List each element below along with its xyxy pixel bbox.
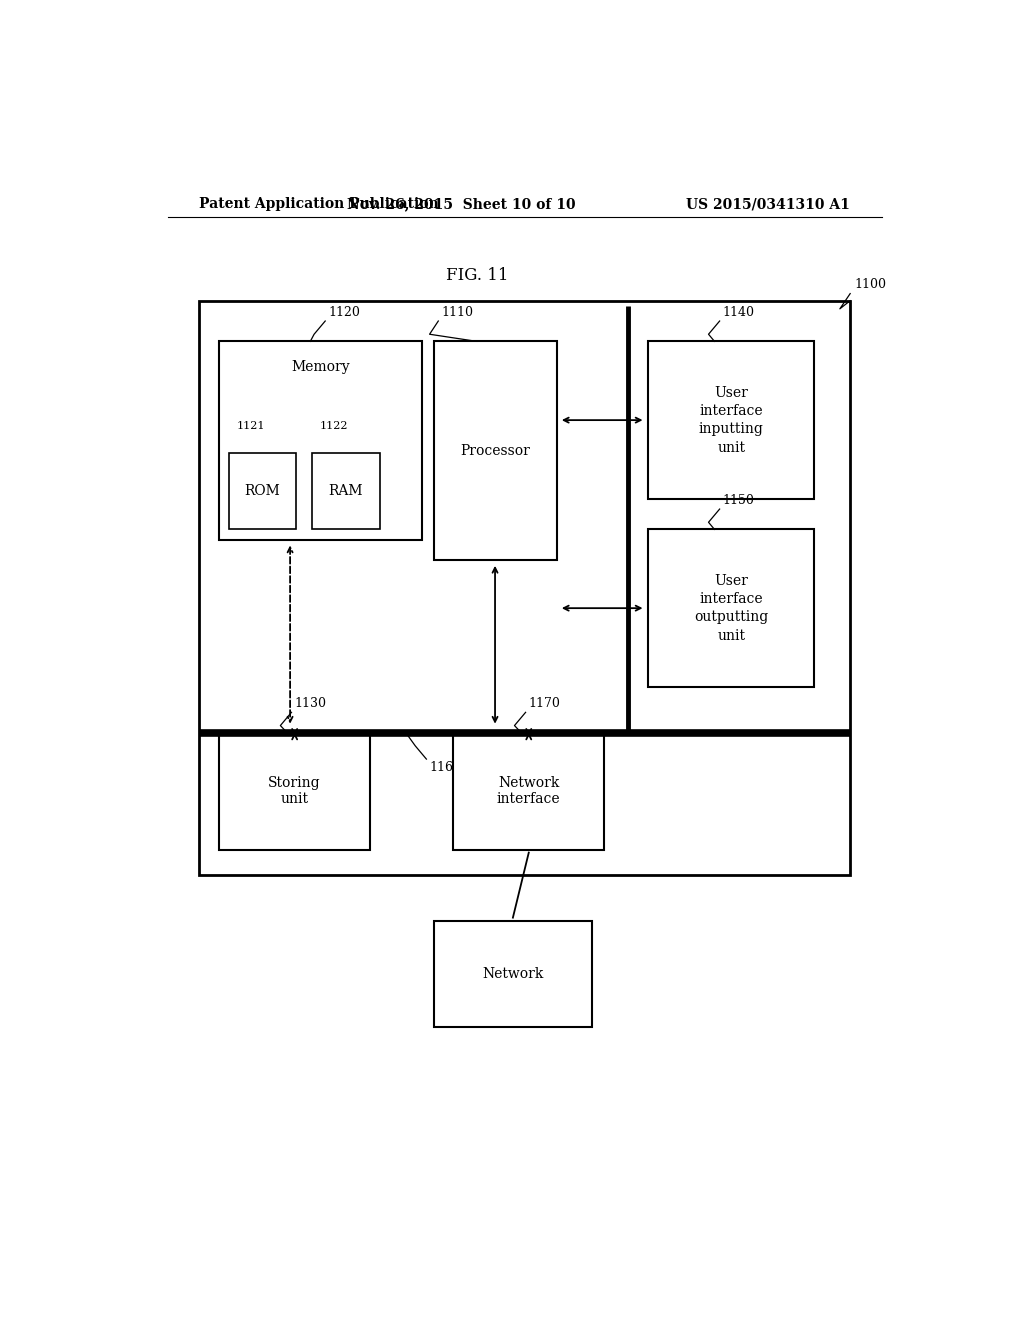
Text: Network: Network bbox=[482, 968, 544, 981]
Text: 1100: 1100 bbox=[854, 277, 886, 290]
Text: Network
interface: Network interface bbox=[497, 776, 560, 807]
Bar bbox=[454, 733, 604, 850]
Text: 1110: 1110 bbox=[441, 306, 473, 319]
Bar bbox=[433, 342, 557, 560]
Text: 1170: 1170 bbox=[528, 697, 561, 710]
Bar bbox=[648, 529, 814, 686]
Bar bbox=[219, 342, 422, 540]
Text: Nov. 26, 2015  Sheet 10 of 10: Nov. 26, 2015 Sheet 10 of 10 bbox=[347, 197, 575, 211]
Bar bbox=[200, 301, 850, 875]
Text: 1130: 1130 bbox=[295, 697, 327, 710]
Text: Processor: Processor bbox=[460, 444, 530, 458]
Bar bbox=[219, 733, 370, 850]
Text: Patent Application Publication: Patent Application Publication bbox=[200, 197, 439, 211]
Text: 1122: 1122 bbox=[321, 421, 348, 430]
Text: 1121: 1121 bbox=[237, 421, 265, 430]
Text: User
interface
inputting
unit: User interface inputting unit bbox=[698, 385, 764, 454]
Text: Storing
unit: Storing unit bbox=[268, 776, 321, 807]
Text: 1160: 1160 bbox=[430, 762, 462, 774]
Text: RAM: RAM bbox=[329, 484, 364, 498]
Text: FIG. 11: FIG. 11 bbox=[445, 267, 509, 284]
Bar bbox=[312, 453, 380, 529]
Text: Memory: Memory bbox=[291, 359, 350, 374]
Text: US 2015/0341310 A1: US 2015/0341310 A1 bbox=[686, 197, 850, 211]
Text: 1150: 1150 bbox=[723, 494, 755, 507]
Bar bbox=[228, 453, 296, 529]
Text: ROM: ROM bbox=[245, 484, 281, 498]
Bar bbox=[648, 342, 814, 499]
Bar bbox=[433, 921, 592, 1027]
Text: 1140: 1140 bbox=[723, 306, 755, 319]
Text: User
interface
outputting
unit: User interface outputting unit bbox=[694, 574, 768, 643]
Text: 1120: 1120 bbox=[329, 306, 360, 319]
